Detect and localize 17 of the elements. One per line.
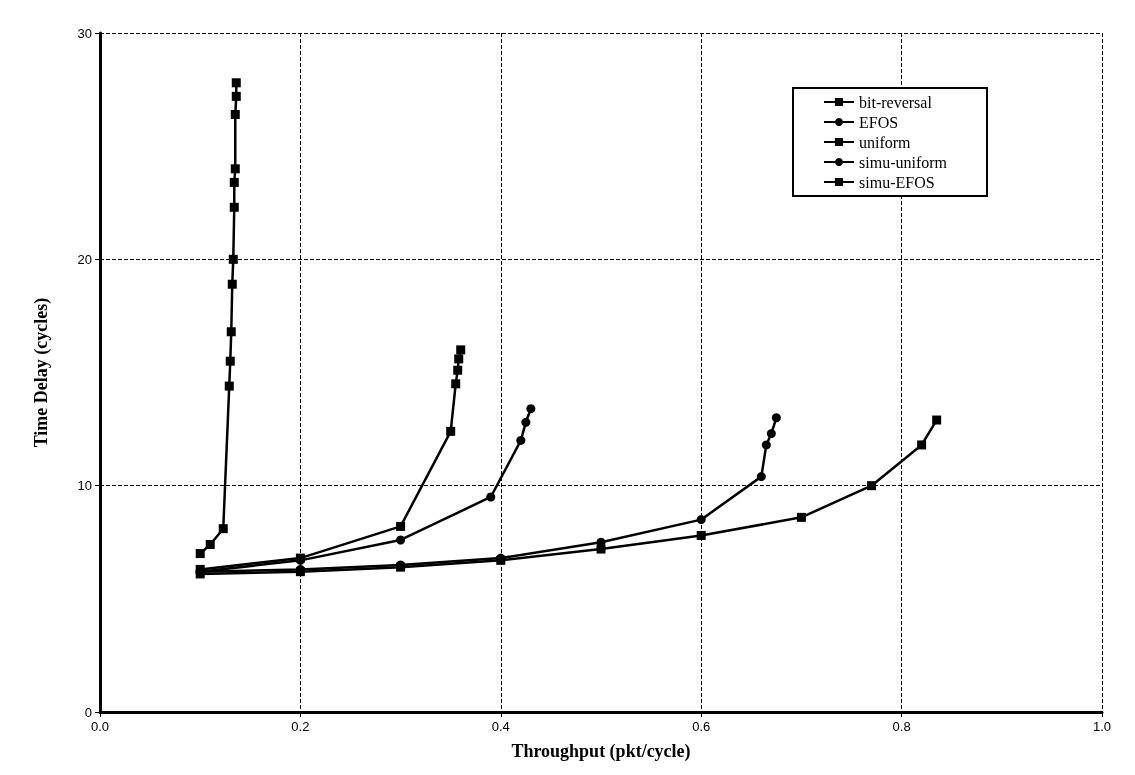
legend-label: bit-reversal [859, 93, 933, 111]
legend-label: simu-uniform [859, 153, 948, 171]
x-tick-label: 0.4 [491, 719, 510, 734]
x-tick-label: 0.0 [90, 719, 110, 734]
x-tick-label: 0.6 [692, 719, 711, 734]
x-tick-label: 1.0 [1092, 719, 1112, 734]
legend-label: EFOS [859, 113, 899, 131]
y-tick-label: 0 [84, 704, 92, 720]
y-axis-title: Time Delay (cycles) [31, 297, 52, 448]
legend-label: simu-EFOS [859, 173, 935, 191]
y-tick-label: 30 [77, 25, 92, 41]
legend-label: uniform [859, 133, 912, 151]
x-tick-label: 0.8 [892, 719, 911, 734]
y-tick-label: 10 [77, 478, 92, 494]
x-axis-title: Throughput (pkt/cycle) [511, 741, 691, 762]
x-tick-label: 0.2 [291, 719, 310, 734]
y-tick-label: 20 [77, 251, 92, 267]
